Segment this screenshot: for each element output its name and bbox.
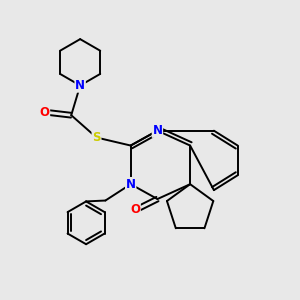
- Text: N: N: [126, 178, 136, 191]
- Text: O: O: [130, 203, 140, 216]
- Text: N: N: [75, 79, 85, 92]
- Text: S: S: [92, 131, 101, 144]
- Text: O: O: [40, 106, 50, 119]
- Text: N: N: [152, 124, 162, 137]
